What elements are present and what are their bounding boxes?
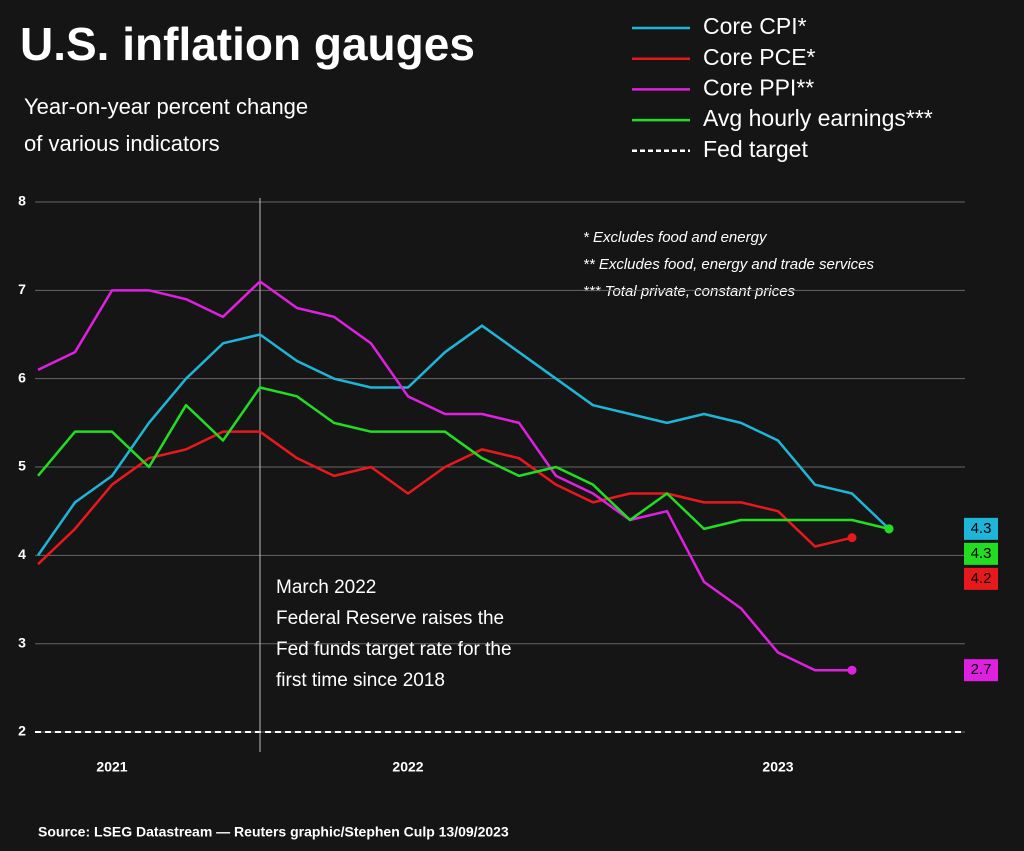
subtitle: of various indicators xyxy=(24,131,220,156)
footnote: ** Excludes food, energy and trade servi… xyxy=(583,256,874,273)
x-tick-label: 2022 xyxy=(392,759,423,775)
y-tick-label: 5 xyxy=(18,458,26,474)
legend-label: Fed target xyxy=(703,136,808,162)
footnote: * Excludes food and energy xyxy=(583,229,768,246)
end-label: 4.3 xyxy=(971,520,992,537)
end-point xyxy=(847,533,857,543)
end-label-box xyxy=(964,659,998,682)
legend-label: Core PPI** xyxy=(703,74,814,100)
legend-label: Avg hourly earnings*** xyxy=(703,105,933,131)
end-point xyxy=(884,524,894,534)
y-tick-label: 2 xyxy=(18,723,26,739)
x-tick-label: 2023 xyxy=(762,759,793,775)
y-tick-label: 7 xyxy=(18,281,26,297)
series-line xyxy=(37,386,890,531)
y-tick-label: 8 xyxy=(18,193,26,209)
end-label: 4.2 xyxy=(971,570,992,587)
series-line xyxy=(37,430,853,566)
y-tick-label: 3 xyxy=(18,634,26,650)
chart-title: U.S. inflation gauges xyxy=(20,18,475,70)
x-tick-label: 2021 xyxy=(96,759,127,775)
y-tick-label: 6 xyxy=(18,369,26,385)
subtitle: Year-on-year percent change xyxy=(24,94,308,119)
source: Source: LSEG Datastream — Reuters graphi… xyxy=(38,824,509,840)
series-line xyxy=(37,280,852,672)
footnote: *** Total private, constant prices xyxy=(583,283,796,300)
end-label-box xyxy=(964,567,998,590)
y-tick-label: 4 xyxy=(18,546,26,562)
end-label: 4.3 xyxy=(971,545,992,562)
annotation-text: March 2022 xyxy=(276,577,376,598)
series-line xyxy=(36,324,890,557)
annotation-text: Federal Reserve raises the xyxy=(276,608,504,629)
legend-label: Core PCE* xyxy=(703,44,816,70)
end-point xyxy=(847,665,857,675)
end-label: 2.7 xyxy=(971,661,992,678)
legend-label: Core CPI* xyxy=(703,13,807,39)
end-label-box xyxy=(964,517,998,540)
annotation-text: first time since 2018 xyxy=(276,670,445,691)
annotation-text: Fed funds target rate for the xyxy=(276,639,512,660)
end-label-box xyxy=(964,542,998,565)
